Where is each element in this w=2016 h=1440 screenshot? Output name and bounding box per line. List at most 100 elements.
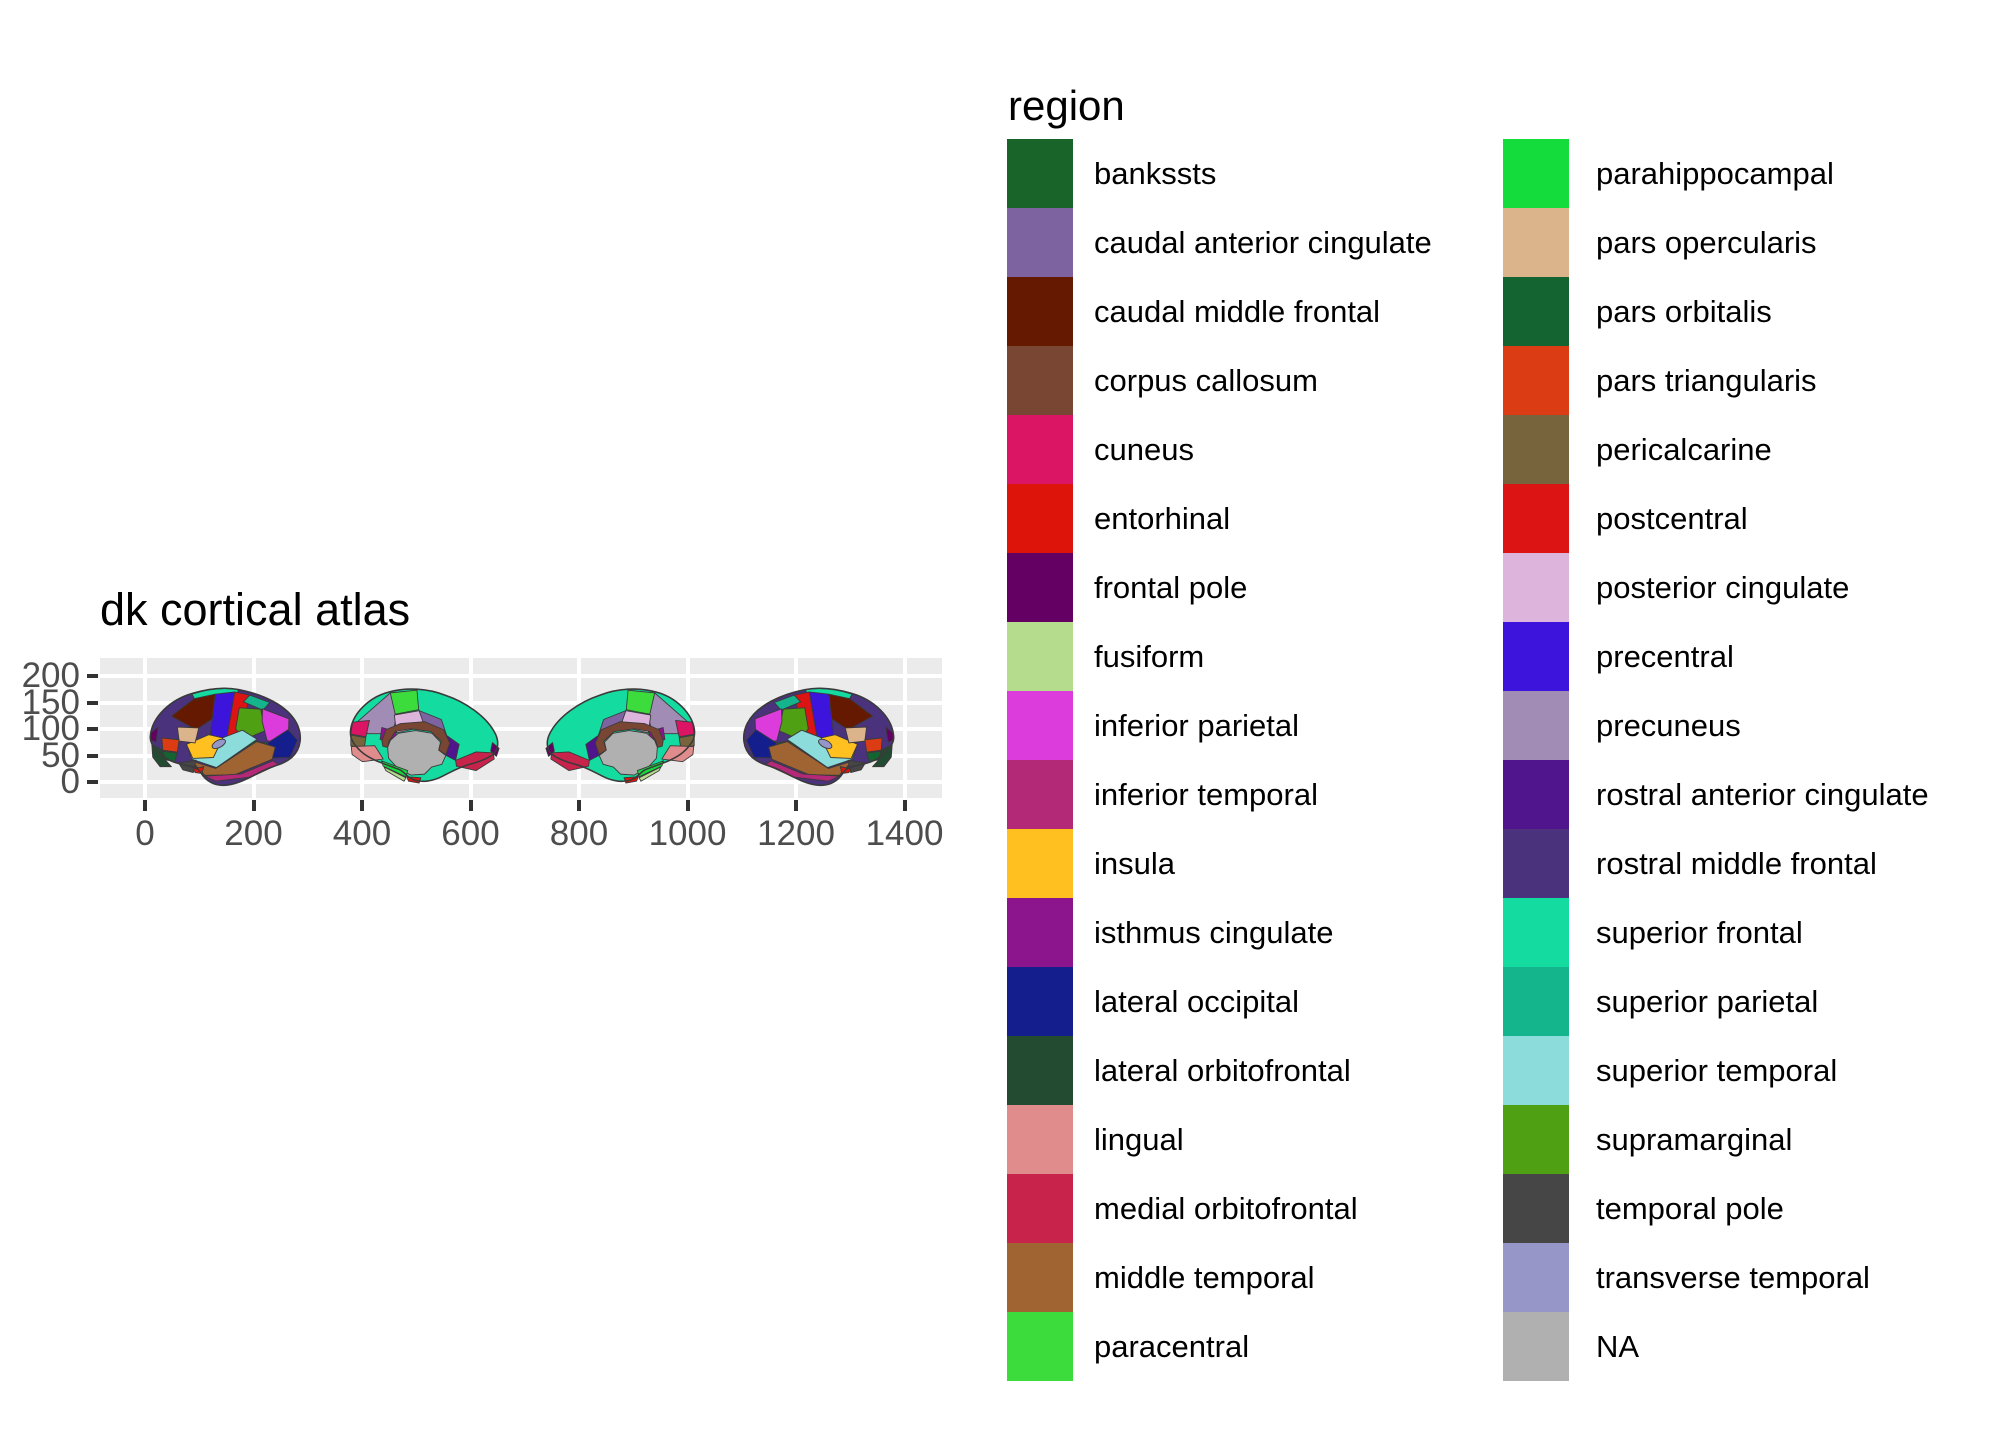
y-tick-200 — [87, 674, 98, 678]
x-tick-label-1000: 1000 — [648, 814, 727, 853]
plot-panel — [100, 658, 942, 798]
gridline-y-200 — [100, 674, 942, 678]
brain-right-medial — [545, 688, 696, 784]
gridline-y-0 — [100, 780, 942, 784]
region-cuneus — [350, 719, 370, 738]
region-pars-triangularis — [864, 737, 883, 753]
legend-key-transverse-temporal — [1503, 1243, 1569, 1312]
legend-key-caudal-middle-frontal — [1007, 277, 1073, 346]
legend-label-lateral-orbitofrontal: lateral orbitofrontal — [1094, 1052, 1351, 1088]
gridline-y-50 — [100, 753, 942, 758]
x-tick-200 — [251, 800, 256, 811]
legend-key-rostral-middle-frontal — [1503, 829, 1569, 898]
brain-left-lateral — [149, 687, 302, 787]
brain-outline — [349, 688, 499, 783]
page-title: dk cortical atlas — [100, 584, 411, 635]
legend-key-corpus-callosum — [1007, 346, 1073, 415]
legend-label-cuneus: cuneus — [1094, 431, 1194, 467]
legend-label-transverse-temporal: transverse temporal — [1596, 1259, 1870, 1295]
brain-outline — [742, 687, 895, 787]
legend-key-NA — [1503, 1312, 1569, 1381]
x-tick-0 — [143, 800, 147, 811]
y-tick-label-150: 150 — [21, 682, 80, 722]
legend-key-lateral-orbitofrontal — [1007, 1036, 1073, 1105]
legend-key-temporal-pole — [1503, 1174, 1569, 1243]
legend-label-inferior-temporal: inferior temporal — [1094, 776, 1318, 812]
legend-label-bankssts: bankssts — [1094, 155, 1217, 191]
brain-left-medial — [349, 688, 500, 784]
legend-key-pars-triangularis — [1503, 346, 1569, 415]
y-tick-100 — [87, 727, 98, 731]
gridline-y-150 — [100, 700, 942, 705]
legend-key-superior-parietal — [1503, 967, 1569, 1036]
legend-label-parahippocampal: parahippocampal — [1596, 155, 1834, 191]
x-tick-600 — [468, 800, 473, 811]
legend-key-pars-opercularis — [1503, 208, 1569, 277]
region-lateral-occipital — [745, 729, 777, 759]
legend-key-fusiform — [1007, 622, 1073, 691]
legend-label-entorhinal: entorhinal — [1094, 500, 1231, 536]
legend-key-paracentral — [1007, 1312, 1073, 1381]
region-pars-opercularis — [176, 726, 200, 744]
legend-label-precentral: precentral — [1596, 638, 1734, 674]
legend-label-NA: NA — [1596, 1328, 1640, 1364]
y-tick-label-50: 50 — [41, 735, 80, 775]
region-fusiform — [383, 766, 407, 782]
legend-label-pars-opercularis: pars opercularis — [1596, 224, 1817, 260]
x-tick-label-800: 800 — [549, 814, 609, 853]
legend-label-lateral-occipital: lateral occipital — [1094, 983, 1300, 1019]
legend-key-insula — [1007, 829, 1073, 898]
x-tick-label-200: 200 — [224, 814, 283, 853]
legend-key-frontal-pole — [1007, 553, 1073, 622]
region-cuneus — [675, 719, 695, 738]
x-tick-label-600: 600 — [441, 814, 500, 853]
legend-label-frontal-pole: frontal pole — [1094, 569, 1248, 605]
legend-key-superior-temporal — [1503, 1036, 1569, 1105]
legend-label-superior-parietal: superior parietal — [1596, 983, 1819, 1019]
legend-key-parahippocampal — [1503, 139, 1569, 208]
legend-key-posterior-cingulate — [1503, 553, 1569, 622]
region-pars-opercularis — [844, 726, 868, 744]
legend-label-caudal-anterior-cingulate: caudal anterior cingulate — [1094, 224, 1432, 260]
x-tick-1200 — [794, 800, 798, 811]
y-tick-0 — [87, 780, 98, 784]
legend-key-rostral-anterior-cingulate — [1503, 760, 1569, 829]
legend-label-rostral-middle-frontal: rostral middle frontal — [1596, 845, 1877, 881]
region-transverse-temporal — [211, 738, 226, 749]
y-tick-150 — [87, 700, 98, 705]
legend-label-pars-triangularis: pars triangularis — [1596, 362, 1817, 398]
y-tick-label-100: 100 — [21, 709, 80, 748]
region-paracentral — [389, 689, 420, 715]
legend-label-caudal-middle-frontal: caudal middle frontal — [1094, 293, 1381, 329]
legend-key-isthmus-cingulate — [1007, 898, 1073, 967]
legend-label-medial-orbitofrontal: medial orbitofrontal — [1094, 1190, 1358, 1226]
brain-right-lateral — [742, 687, 895, 787]
legend-key-supramarginal — [1503, 1105, 1569, 1174]
legend-label-fusiform: fusiform — [1094, 638, 1205, 674]
x-tick-800 — [577, 800, 581, 811]
legend-label-rostral-anterior-cingulate: rostral anterior cingulate — [1596, 776, 1929, 812]
y-tick-label-200: 200 — [21, 656, 80, 695]
x-tick-1000 — [685, 800, 690, 811]
legend-label-supramarginal: supramarginal — [1596, 1121, 1793, 1157]
x-tick-1400 — [902, 800, 907, 811]
legend-label-superior-temporal: superior temporal — [1596, 1052, 1838, 1088]
legend-label-isthmus-cingulate: isthmus cingulate — [1094, 914, 1334, 950]
x-tick-label-1400: 1400 — [865, 814, 944, 853]
legend-key-medial-orbitofrontal — [1007, 1174, 1073, 1243]
legend-label-temporal-pole: temporal pole — [1596, 1190, 1784, 1226]
legend-key-middle-temporal — [1007, 1243, 1073, 1312]
legend-key-precuneus — [1503, 691, 1569, 760]
legend-label-postcentral: postcentral — [1596, 500, 1748, 536]
legend-key-cuneus — [1007, 415, 1073, 484]
legend-key-bankssts — [1007, 139, 1073, 208]
legend-key-postcentral — [1503, 484, 1569, 553]
brain-outline — [149, 687, 302, 787]
region-paracentral — [625, 689, 656, 715]
legend-label-lingual: lingual — [1094, 1121, 1184, 1157]
legend-label-paracentral: paracentral — [1094, 1328, 1250, 1364]
region-middle-temporal — [191, 741, 276, 776]
legend-key-pericalcarine — [1503, 415, 1569, 484]
x-tick-label-1200: 1200 — [757, 814, 835, 853]
